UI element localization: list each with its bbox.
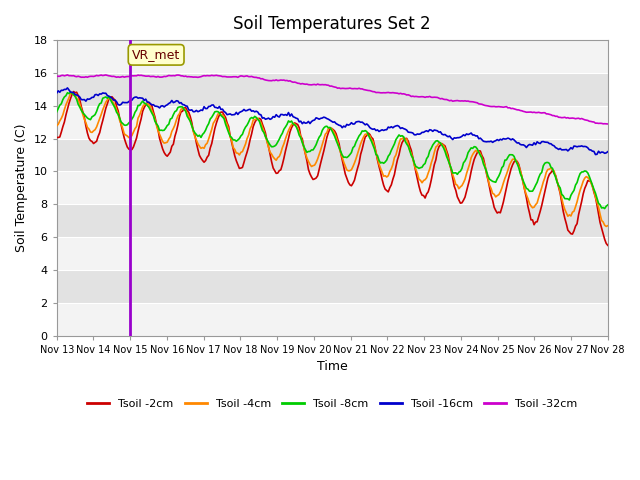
Title: Soil Temperatures Set 2: Soil Temperatures Set 2 <box>234 15 431 33</box>
Text: VR_met: VR_met <box>132 48 180 61</box>
Bar <box>57 139 608 171</box>
Bar <box>57 73 608 106</box>
Bar <box>57 171 608 204</box>
Legend: Tsoil -2cm, Tsoil -4cm, Tsoil -8cm, Tsoil -16cm, Tsoil -32cm: Tsoil -2cm, Tsoil -4cm, Tsoil -8cm, Tsoi… <box>83 395 582 413</box>
Y-axis label: Soil Temperature (C): Soil Temperature (C) <box>15 124 28 252</box>
Bar <box>57 237 608 270</box>
X-axis label: Time: Time <box>317 360 348 373</box>
Bar <box>57 204 608 237</box>
Bar <box>57 303 608 336</box>
Bar <box>57 106 608 139</box>
Bar <box>57 40 608 73</box>
Bar <box>57 270 608 303</box>
